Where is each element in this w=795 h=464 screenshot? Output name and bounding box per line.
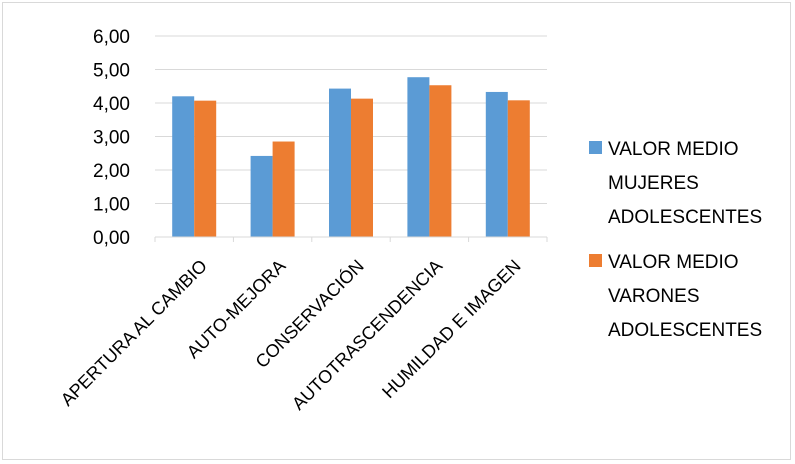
legend-swatch — [589, 254, 602, 267]
bar-series-2 — [507, 100, 530, 237]
bar-series-1 — [250, 155, 273, 237]
legend: VALOR MEDIO MUJERES ADOLESCENTES VALOR MEDI… — [589, 139, 762, 341]
y-tick-label: 1,00 — [93, 195, 130, 216]
y-tick-label: 4,00 — [93, 94, 130, 115]
category-label: HUMILDAD E IMAGEN — [378, 256, 524, 402]
legend-label: VALOR MEDIO — [608, 252, 739, 273]
bar-series-2 — [351, 98, 373, 238]
category-label: APERTURA AL CAMBIO — [57, 256, 211, 410]
legend-label: ADOLESCENTES — [608, 320, 762, 341]
legend-label: VALOR MEDIO — [608, 139, 739, 160]
legend-label: ADOLESCENTES — [608, 207, 762, 228]
y-tick-label: 3,00 — [93, 128, 130, 149]
legend-label: MUJERES — [608, 173, 699, 194]
bar-series-2 — [272, 141, 295, 237]
y-tick-label: 6,00 — [93, 27, 130, 48]
y-axis-tick-labels: 0,00 1,00 2,00 3,00 4,00 5,00 6,00 — [93, 27, 130, 249]
x-axis-tick-marks — [154, 237, 548, 242]
bar-series-1 — [485, 91, 508, 237]
bar-series-1 — [172, 96, 195, 237]
y-tick-label: 5,00 — [93, 61, 130, 82]
bar-series-2 — [194, 100, 217, 237]
legend-swatch — [589, 141, 602, 154]
category-labels: APERTURA AL CAMBIOAUTO-MEJORACONSERVACIÓ… — [57, 255, 525, 414]
gridlines — [155, 35, 547, 204]
legend-label: VARONES — [608, 286, 700, 307]
chart-area — [2, 2, 791, 460]
bar-series-1 — [407, 77, 430, 237]
bar-series-2 — [429, 85, 452, 238]
y-tick-label: 2,00 — [93, 161, 130, 182]
y-tick-label: 0,00 — [93, 228, 130, 249]
category-label: AUTOTRASCENDENCIA — [288, 256, 446, 414]
bars — [172, 77, 530, 238]
bar-series-1 — [329, 88, 351, 237]
